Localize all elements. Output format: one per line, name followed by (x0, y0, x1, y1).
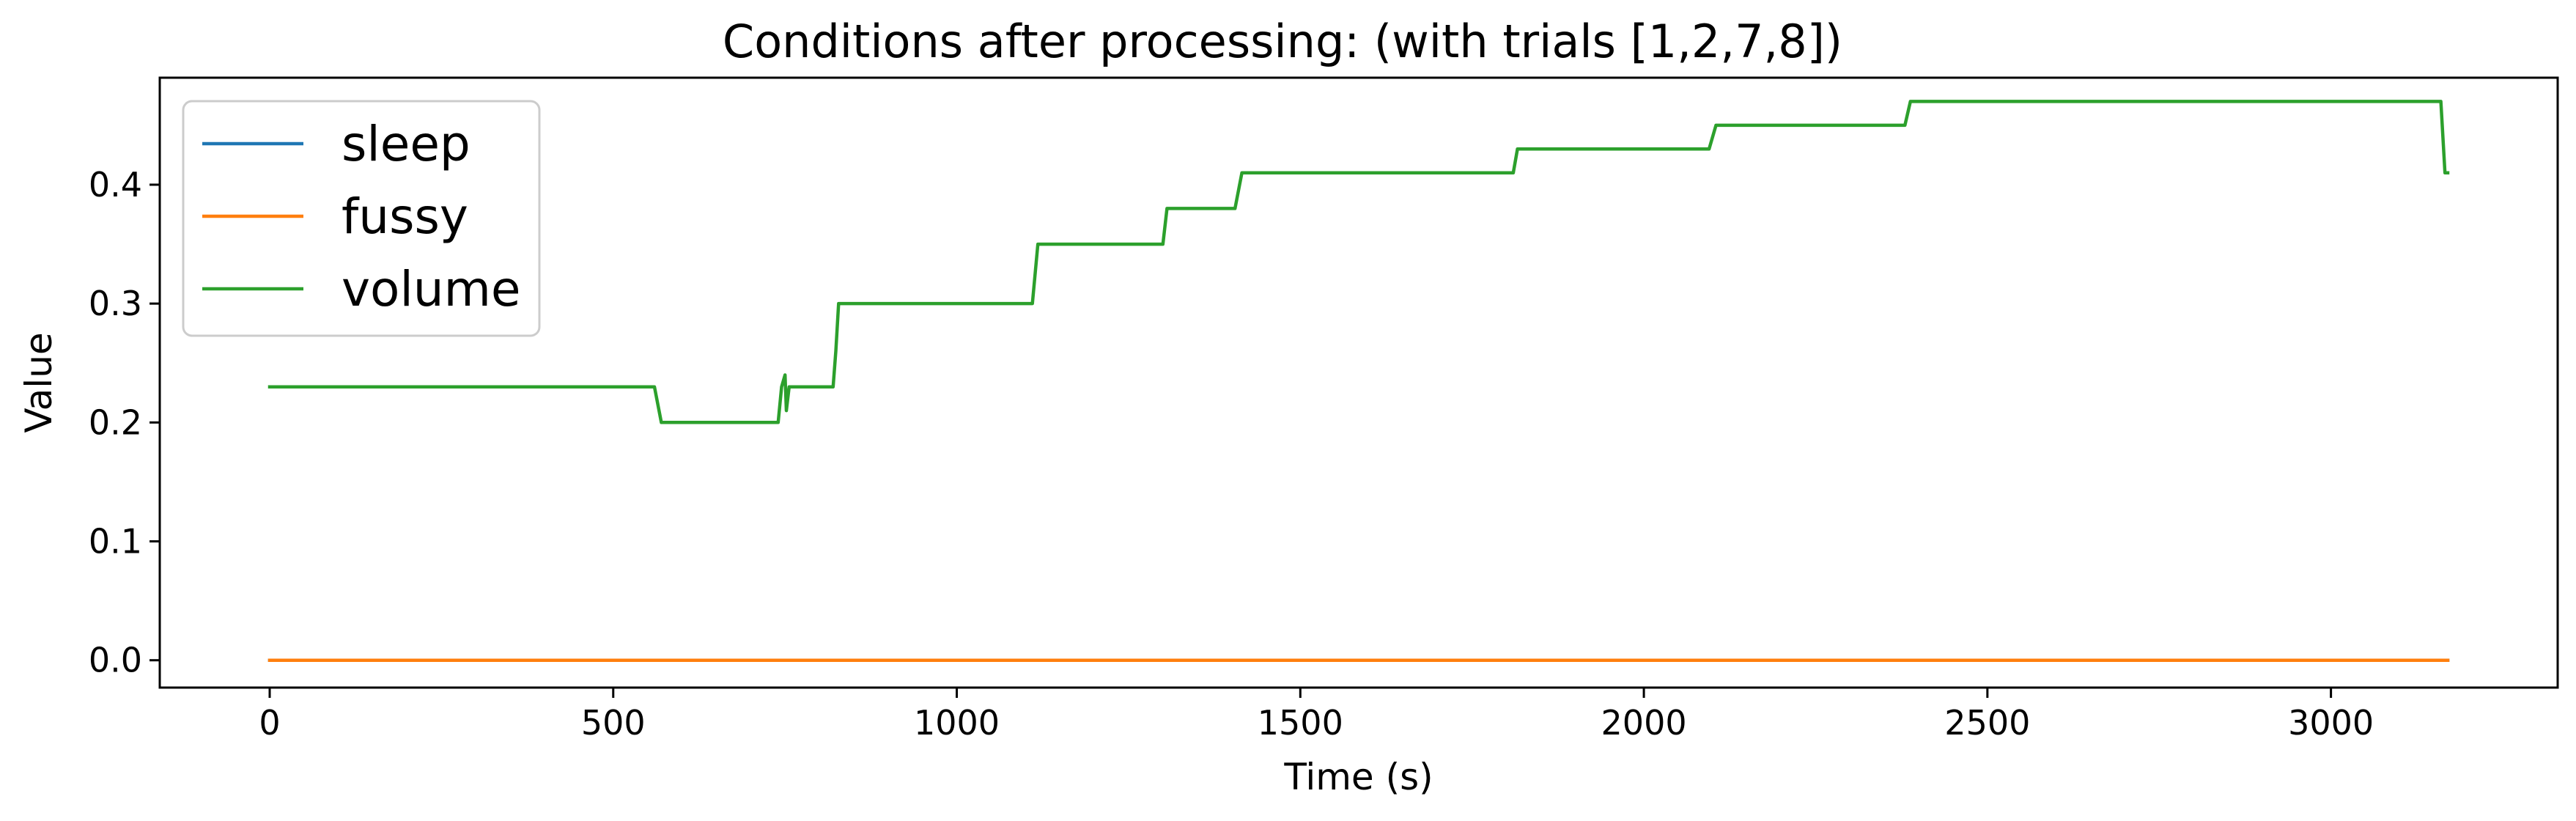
chart-title: Conditions after processing: (with trial… (723, 15, 1842, 68)
y-tick-label: 0.1 (89, 522, 142, 562)
y-tick-label: 0.2 (89, 402, 142, 442)
plot-frame (158, 76, 2559, 689)
x-tick-label: 500 (581, 703, 646, 743)
y-tick-label: 0.0 (89, 641, 142, 680)
x-tick-label: 2500 (1944, 703, 2030, 743)
legend-box (182, 100, 541, 337)
y-axis-label: Value (18, 332, 60, 432)
x-tick-label: 1000 (914, 703, 1000, 743)
y-tick-label: 0.3 (89, 284, 142, 323)
legend-label-volume: volume (342, 261, 521, 317)
y-axis-ticks: 0.0 0.1 0.2 0.3 0.4 (89, 165, 160, 680)
x-tick-label: 2000 (1601, 703, 1687, 743)
x-tick-label: 3000 (2288, 703, 2374, 743)
series-layer (267, 100, 2450, 662)
legend-label-fussy: fussy (342, 188, 468, 245)
legend-items: sleep fussy volume (202, 116, 521, 317)
x-axis-ticks: 0 500 1000 1500 2000 2500 3000 (259, 688, 2374, 743)
x-tick-label: 0 (259, 703, 280, 743)
plot-area (160, 78, 2558, 688)
x-axis-label: Time (s) (1283, 756, 1433, 798)
legend-label-sleep: sleep (342, 116, 470, 172)
x-tick-label: 1500 (1258, 703, 1343, 743)
series-line-volume (267, 100, 2450, 424)
y-tick-label: 0.4 (89, 165, 142, 205)
legend: sleep fussy volume (182, 100, 541, 337)
